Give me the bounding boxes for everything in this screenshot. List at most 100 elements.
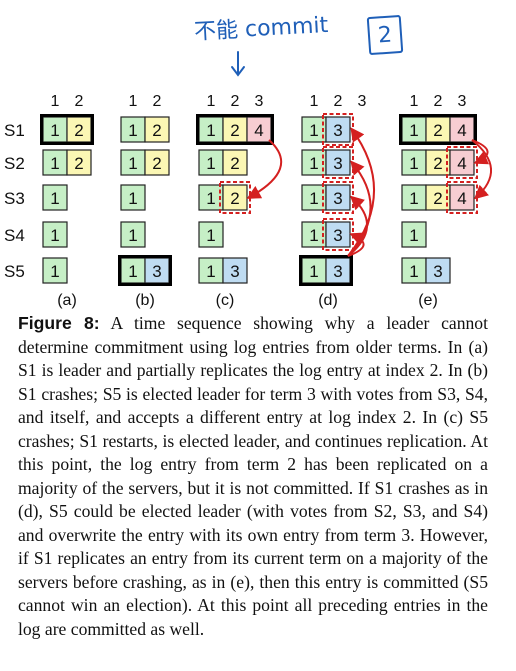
leader-outline-3 [299,255,353,286]
log-entry-term-4-4-0: 1 [409,262,418,281]
panel-2-index-3: 3 [255,93,264,110]
replication-arrow-3-2 [347,195,369,257]
log-entry-2-1-1 [222,149,248,176]
log-entry-term-0-0-0: 1 [50,121,59,140]
panel-2-index-1: 1 [207,93,216,110]
log-entry-0-2-0 [42,184,68,211]
log-entry-term-1-4-0: 1 [128,262,137,281]
log-entry-term-3-4-0: 1 [309,262,318,281]
log-entry-term-2-1-1: 2 [230,154,239,173]
log-entry-1-1-1 [144,149,170,176]
log-entry-term-2-2-0: 1 [206,189,215,208]
panel-3-index-3: 3 [358,93,367,110]
server-label-s2: S2 [4,154,25,173]
log-entry-2-3-0 [198,221,224,248]
panel-1-index-1: 1 [129,93,138,110]
log-entry-term-0-3-0: 1 [50,226,59,245]
log-entry-term-4-3-0: 1 [409,226,418,245]
leader-outline-0 [40,114,94,145]
panel-3-index-2: 2 [334,93,343,110]
handwritten-arrow-icon [231,51,245,77]
replication-arrow-3-1 [347,160,372,257]
leader-outline-1 [118,255,172,286]
log-entry-2-4-0 [198,257,224,284]
log-entry-term-0-4-0: 1 [50,262,59,281]
figure-caption: Figure 8: A time sequence showing why a … [18,312,488,641]
leader-outline-2 [196,114,274,145]
log-entry-term-2-0-0: 1 [206,121,215,140]
caption-text: A time sequence showing why a leader can… [18,313,488,639]
panel-0-index-1: 1 [51,93,60,110]
server-label-s3: S3 [4,189,25,208]
log-entry-term-3-0-0: 1 [309,121,318,140]
server-label-s5: S5 [4,262,25,281]
log-entry-0-3-0 [42,221,68,248]
log-entry-term-2-0-2: 4 [254,121,263,140]
log-entry-1-2-0 [120,184,146,211]
log-entry-term-0-1-0: 1 [50,154,59,173]
log-entry-term-3-0-1: 3 [333,121,342,140]
log-entry-term-1-0-1: 2 [152,121,161,140]
replication-arrow-4-0 [471,139,490,165]
log-entry-term-4-0-2: 4 [457,121,466,140]
panel-4-index-3: 3 [458,93,467,110]
log-entry-term-3-4-1: 3 [333,262,342,281]
log-entry-term-3-3-0: 1 [309,226,318,245]
log-entry-0-1-1 [66,149,92,176]
log-entry-term-3-3-1: 3 [333,226,342,245]
panel-3-index-1: 1 [310,93,319,110]
log-entry-term-4-0-1: 2 [433,121,442,140]
log-entry-term-2-4-0: 1 [206,262,215,281]
log-entry-term-1-2-0: 1 [128,189,137,208]
log-entry-term-4-0-0: 1 [409,121,418,140]
log-entry-term-4-4-1: 3 [433,262,442,281]
panel-label-0: (a) [57,292,77,309]
log-entry-2-4-1 [222,257,248,284]
log-entry-term-1-4-1: 3 [152,262,161,281]
log-entry-0-4-0 [42,257,68,284]
log-entry-term-4-2-0: 1 [409,189,418,208]
log-entry-3-3-1 [325,221,351,248]
log-entry-1-3-0 [120,221,146,248]
log-entry-term-4-1-0: 1 [409,154,418,173]
log-entry-term-0-0-1: 2 [74,121,83,140]
log-entry-term-2-3-0: 1 [206,226,215,245]
replication-arrow-4-1 [471,139,493,200]
panel-label-2: (c) [216,292,235,309]
log-entry-term-0-2-0: 1 [50,189,59,208]
server-label-s1: S1 [4,121,25,140]
log-entry-term-4-1-1: 2 [433,154,442,173]
log-entry-term-0-1-1: 2 [74,154,83,173]
log-entry-3-1-1 [325,149,351,176]
log-entry-term-1-0-0: 1 [128,121,137,140]
panel-label-4: (e) [418,292,438,309]
log-entry-term-1-3-0: 1 [128,226,137,245]
log-entry-term-2-4-1: 3 [230,262,239,281]
log-entry-term-2-0-1: 2 [230,121,239,140]
log-entry-4-3-0 [401,221,427,248]
log-entry-term-4-2-2: 4 [457,189,466,208]
log-entry-3-0-1 [325,116,351,143]
log-entry-4-0-2 [449,116,475,143]
log-entry-1-0-1 [144,116,170,143]
log-entry-term-4-1-2: 4 [457,154,466,173]
panel-1-index-2: 2 [153,93,162,110]
leader-outline-4 [399,114,477,145]
replication-arrow-2-0 [246,139,283,199]
log-entry-term-3-2-0: 1 [309,189,318,208]
log-entry-0-1-0 [42,149,68,176]
panel-label-3: (d) [318,292,338,309]
log-entry-term-4-2-1: 2 [433,189,442,208]
panel-4-index-1: 1 [410,93,419,110]
log-entry-term-3-1-1: 3 [333,154,342,173]
server-label-s4: S4 [4,226,25,245]
log-entry-term-2-2-1: 2 [230,189,239,208]
log-entry-term-3-1-0: 1 [309,154,318,173]
log-entry-term-3-2-1: 3 [333,189,342,208]
panel-0-index-2: 2 [75,93,84,110]
log-entry-4-4-1 [425,257,451,284]
panel-label-1: (b) [135,292,155,309]
panel-4-index-2: 2 [434,93,443,110]
log-entry-term-1-1-0: 1 [128,154,137,173]
